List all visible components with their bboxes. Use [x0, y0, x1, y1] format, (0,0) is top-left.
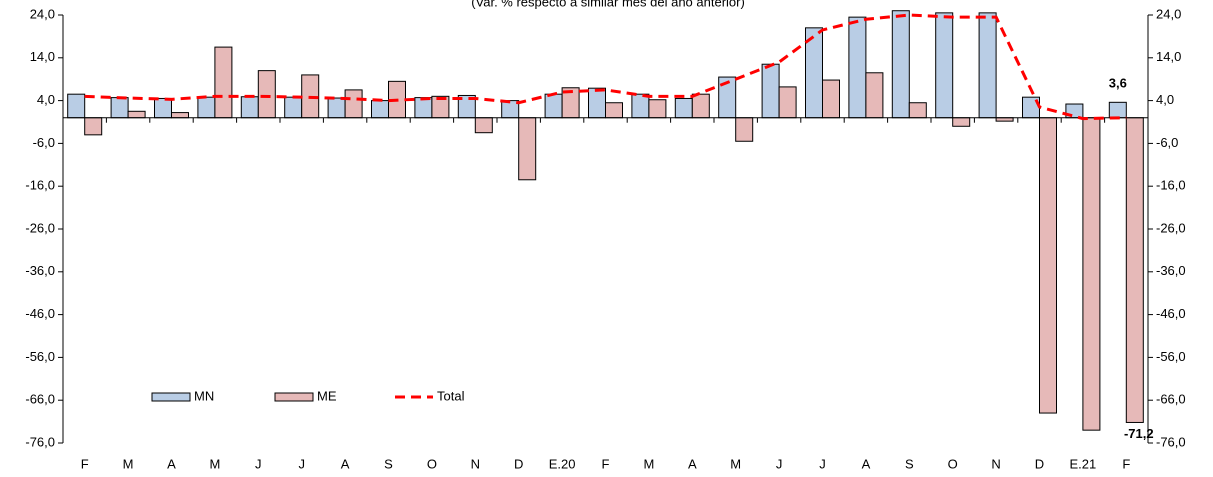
bar: [674, 97, 693, 119]
bar: [414, 97, 433, 119]
x-tick-label: S: [905, 456, 914, 471]
bar: [891, 10, 910, 119]
x-tick-label: S: [384, 456, 393, 471]
data-label: 3,6: [1109, 76, 1127, 91]
x-tick-label: M: [643, 456, 654, 471]
y2-tick-label: 24,0: [1156, 6, 1181, 21]
y-tick-label: 24,0: [30, 6, 55, 21]
y-tick-label: 14,0: [30, 49, 55, 64]
bar: [127, 110, 146, 119]
x-tick-label: E.20: [549, 456, 576, 471]
x-tick-label: N: [991, 456, 1000, 471]
x-tick-label: O: [427, 456, 437, 471]
y2-tick-label: -66,0: [1156, 392, 1186, 407]
bar: [284, 96, 303, 119]
bar: [327, 97, 346, 119]
x-tick-label: F: [81, 456, 89, 471]
bar: [240, 96, 259, 119]
x-tick-label: F: [602, 456, 610, 471]
x-tick-label: J: [819, 456, 826, 471]
y-tick-label: -26,0: [25, 220, 55, 235]
bar: [735, 117, 754, 142]
bar: [848, 16, 867, 119]
bar: [822, 79, 840, 119]
bar: [518, 117, 537, 181]
bar: [648, 99, 667, 119]
x-tick-label: J: [776, 456, 783, 471]
y-tick-label: -16,0: [25, 178, 55, 193]
bar: [67, 93, 86, 119]
x-tick-label: M: [123, 456, 134, 471]
bar: [344, 89, 363, 119]
bar: [865, 72, 884, 119]
y2-tick-label: -36,0: [1156, 263, 1186, 278]
bar: [1039, 117, 1057, 414]
legend-label: ME: [317, 388, 337, 403]
y-tick-label: -76,0: [25, 434, 55, 449]
y-tick-label: -56,0: [25, 349, 55, 364]
y2-tick-label: -26,0: [1156, 220, 1186, 235]
line: [84, 13, 1127, 121]
bar: [761, 63, 780, 119]
bar: [171, 112, 189, 119]
bar: [474, 117, 493, 134]
bar: [952, 117, 971, 127]
y2-tick-label: -6,0: [1156, 135, 1178, 150]
bar: [1082, 117, 1101, 431]
bar: [371, 100, 389, 119]
legend-swatch: [151, 392, 191, 402]
x-tick-label: E.21: [1070, 456, 1097, 471]
x-tick-label: F: [1122, 456, 1130, 471]
bar: [588, 87, 606, 119]
bar: [778, 86, 797, 119]
bar: [1108, 101, 1127, 119]
x-tick-label: M: [209, 456, 220, 471]
y-tick-label: 4,0: [37, 92, 55, 107]
y-tick-label: -46,0: [25, 306, 55, 321]
x-tick-label: N: [471, 456, 480, 471]
bar: [995, 117, 1014, 122]
x-tick-label: A: [167, 456, 176, 471]
bar: [84, 117, 103, 136]
x-tick-label: A: [341, 456, 350, 471]
y-tick-label: -36,0: [25, 263, 55, 278]
y-tick-label: -6,0: [33, 135, 55, 150]
legend-label: Total: [437, 388, 465, 403]
y2-tick-label: 4,0: [1156, 92, 1174, 107]
bar: [1125, 117, 1144, 423]
x-tick-label: A: [688, 456, 697, 471]
bar: [691, 93, 710, 119]
y2-tick-label: 14,0: [1156, 49, 1181, 64]
y2-tick-label: -46,0: [1156, 306, 1186, 321]
bar: [605, 102, 623, 119]
legend-swatch: [274, 392, 314, 402]
legend-label: MN: [194, 388, 214, 403]
bar: [908, 102, 927, 119]
bar: [197, 96, 216, 119]
x-tick-label: D: [514, 456, 523, 471]
bar: [154, 97, 172, 119]
data-label: -71,2: [1124, 426, 1154, 441]
y2-tick-label: -16,0: [1156, 178, 1186, 193]
bar: [935, 12, 954, 119]
bar: [631, 93, 650, 119]
bar: [257, 70, 276, 119]
bar: [214, 46, 233, 119]
y-tick-label: -66,0: [25, 392, 55, 407]
bar: [978, 12, 997, 119]
x-tick-label: A: [862, 456, 871, 471]
x-tick-label: O: [948, 456, 958, 471]
bar: [110, 97, 129, 119]
y2-tick-label: -56,0: [1156, 349, 1186, 364]
bar: [544, 93, 563, 119]
x-tick-label: D: [1035, 456, 1044, 471]
chart-subtitle: (Var. % respecto a similar mes del año a…: [471, 0, 745, 9]
x-tick-label: M: [730, 456, 741, 471]
y2-tick-label: -76,0: [1156, 434, 1186, 449]
x-tick-label: J: [298, 456, 305, 471]
x-tick-label: J: [255, 456, 262, 471]
